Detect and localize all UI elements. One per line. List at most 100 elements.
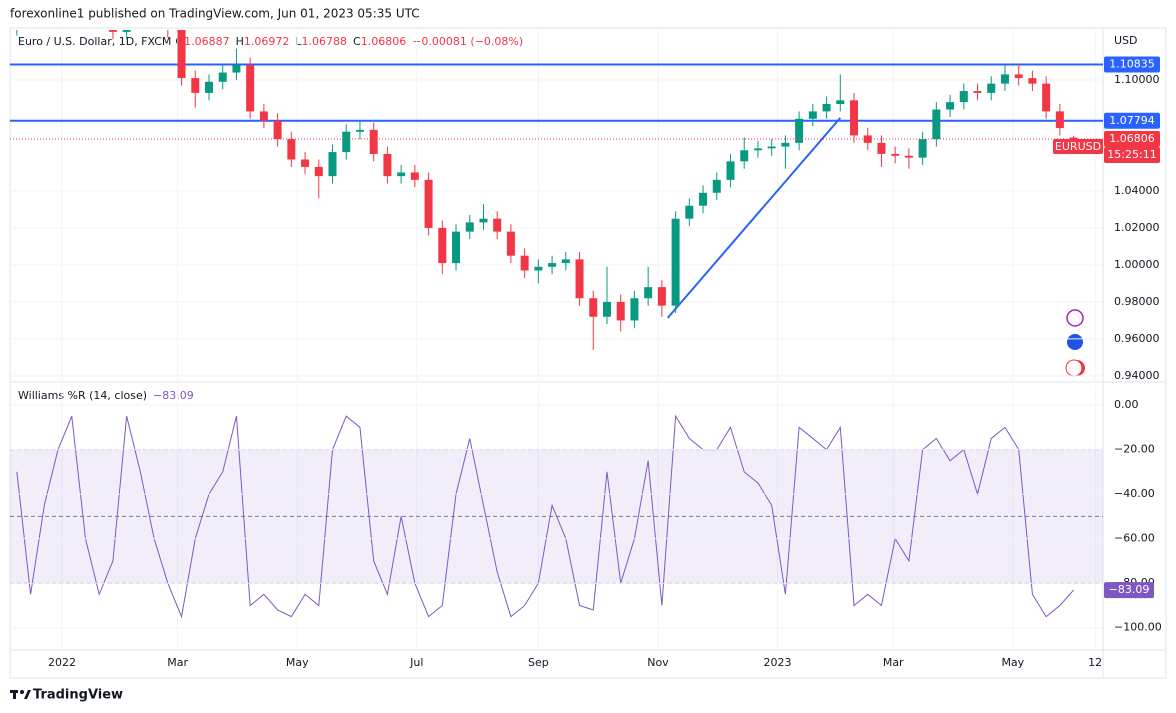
candle-body (877, 142, 886, 154)
price-label: 1.10835 (1109, 58, 1155, 71)
ohlc-value: 1.06887 (184, 35, 230, 48)
indicator-value-box (1104, 582, 1154, 599)
candle-body (1028, 78, 1037, 84)
candle-body (1055, 111, 1064, 129)
candle-body (795, 118, 804, 143)
candle-body (479, 218, 488, 223)
price-label-box (1104, 112, 1160, 129)
candle-body (259, 111, 268, 121)
candle-body (753, 148, 762, 151)
x-tick-label: Mar (883, 656, 904, 669)
y-tick-label: 0.94000 (1114, 369, 1160, 382)
candle-body (630, 298, 639, 321)
candle-body (822, 103, 831, 112)
candle-body (932, 109, 941, 140)
williams-line (16, 414, 1074, 619)
candle-body (685, 205, 694, 219)
y-tick-label: 1.04000 (1114, 184, 1160, 197)
y-tick-label: −40.00 (1114, 487, 1155, 500)
y-tick-label: 0.00 (1114, 398, 1139, 411)
y-tick-label: 1.00000 (1114, 258, 1160, 271)
candle-body (589, 298, 598, 317)
candle-body (946, 102, 955, 110)
candle-body (808, 111, 817, 119)
x-tick-label: Sep (528, 656, 549, 669)
ohlc-key: L (295, 35, 302, 48)
candle-body (1014, 74, 1023, 79)
y-tick-label: −60.00 (1114, 532, 1155, 545)
candle-body (383, 153, 392, 177)
candle-body (973, 91, 982, 93)
indicator-title: Williams %R (14, close) (18, 389, 147, 402)
change: −0.00081 (−0.08%) (412, 35, 523, 48)
candle-body (177, 30, 186, 79)
x-tick-label: 12 (1088, 656, 1102, 669)
published-note: forexonline1 published on TradingView.co… (10, 7, 420, 21)
candle-body (671, 218, 680, 306)
x-tick-label: 2023 (764, 656, 792, 669)
candle-body (657, 287, 666, 306)
price-label-box (1104, 56, 1160, 73)
candle-body (561, 259, 570, 264)
ohlc-key: C (353, 35, 361, 48)
brand-logo (10, 690, 31, 699)
candle-body (1069, 137, 1078, 140)
candle-body (369, 129, 378, 154)
candle-body (918, 139, 927, 158)
side-icons (1065, 309, 1085, 377)
y-tick-label: −100.00 (1114, 621, 1162, 634)
candle-body (781, 142, 790, 147)
y-tick-label: 0.98000 (1114, 295, 1160, 308)
trend-line (667, 117, 842, 319)
candle-body (891, 153, 900, 156)
candle-body (287, 139, 296, 160)
candle-body (191, 78, 200, 93)
candle-body (342, 131, 351, 153)
candle-body (850, 100, 859, 136)
candle-body (575, 259, 584, 299)
candle-body (397, 172, 406, 177)
candle-body (314, 166, 323, 177)
frame (9, 27, 1167, 679)
x-tick-label: Jul (409, 656, 423, 669)
candle-body (616, 301, 625, 321)
candle-body (726, 161, 735, 180)
candle-body (410, 172, 419, 180)
candle-body (328, 152, 337, 177)
candle-body (767, 146, 776, 149)
price-legend: Euro / U.S. Dollar, 1D, FXCMO1.06887H1.0… (18, 35, 523, 48)
price-label: 1.07794 (1109, 114, 1155, 127)
symbol-title: Euro / U.S. Dollar, 1D, FXCM (18, 35, 171, 48)
y-tick-label: 1.02000 (1114, 221, 1160, 234)
candle-body (987, 83, 996, 93)
candle-body (959, 91, 968, 103)
candle-body (246, 65, 255, 112)
x-tick-label: May (286, 656, 309, 669)
indicator-value: −83.09 (1109, 583, 1150, 596)
candle-body (108, 30, 117, 32)
candle-body (465, 222, 474, 232)
last-price: 1.06806 (1109, 132, 1155, 145)
brand: TradingView (33, 688, 123, 703)
candle-body (534, 266, 543, 271)
candle-body (122, 30, 131, 32)
candle-body (644, 287, 653, 299)
candle-body (836, 100, 845, 104)
ohlc-value: 1.06788 (302, 35, 348, 48)
x-tick-label: 2022 (48, 656, 76, 669)
y-tick-label: 0.96000 (1114, 332, 1160, 345)
candle-body (301, 159, 310, 167)
candle-body (548, 263, 557, 267)
x-tick-label: Mar (167, 656, 188, 669)
countdown-box (1104, 147, 1160, 164)
candle-body (699, 192, 708, 206)
candle-body (740, 150, 749, 162)
ohlc-value: 1.06806 (361, 35, 407, 48)
symbol-box (1053, 139, 1103, 155)
candle-body (232, 65, 241, 73)
candle-body (218, 72, 227, 82)
candle-body (904, 155, 913, 158)
candle-body (1042, 83, 1051, 112)
